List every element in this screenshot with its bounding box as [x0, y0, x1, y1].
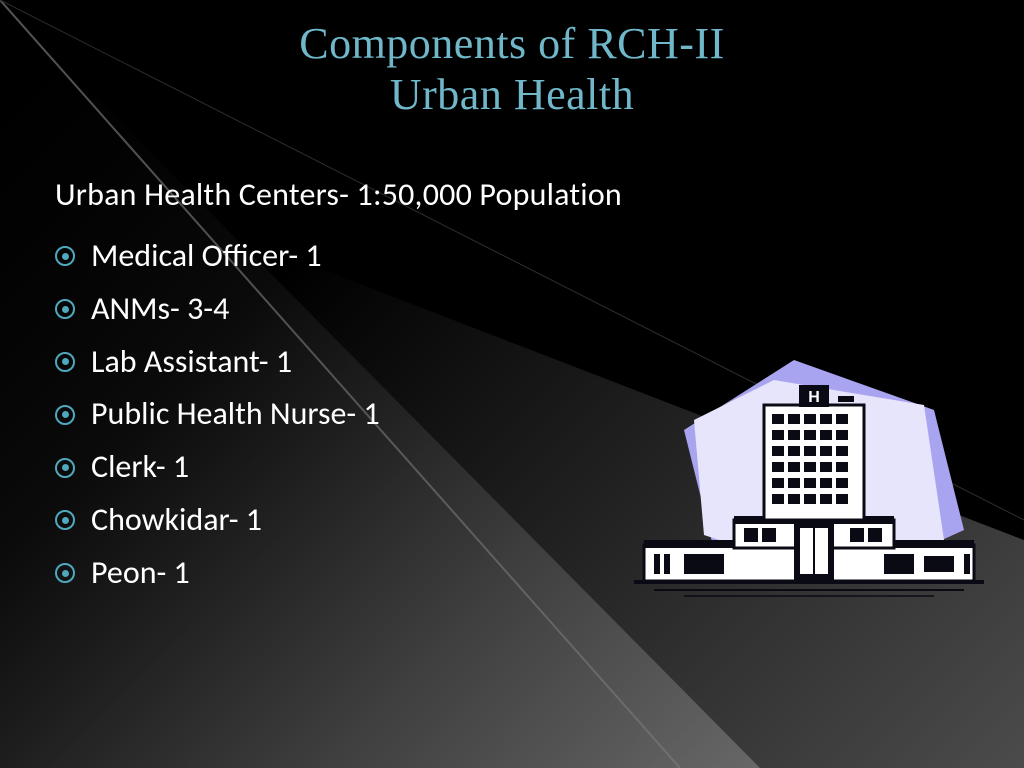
- list-item: Medical Officer- 1: [55, 230, 622, 283]
- title-line-2: Urban Health: [0, 69, 1024, 120]
- bullet-icon: [55, 352, 75, 372]
- hospital-building-icon: H: [624, 350, 994, 630]
- bullet-icon: [55, 458, 75, 478]
- bullet-text: Lab Assistant- 1: [91, 336, 292, 389]
- bullet-icon: [55, 510, 75, 530]
- list-item: Chowkidar- 1: [55, 494, 622, 547]
- bullet-list: Medical Officer- 1 ANMs- 3-4 Lab Assista…: [55, 230, 622, 600]
- slide-content: Urban Health Centers- 1:50,000 Populatio…: [55, 175, 622, 600]
- bullet-text: Peon- 1: [91, 547, 190, 600]
- title-line-1: Components of RCH-II: [0, 18, 1024, 69]
- bullet-text: ANMs- 3-4: [91, 283, 229, 336]
- list-item: ANMs- 3-4: [55, 283, 622, 336]
- list-item: Clerk- 1: [55, 441, 622, 494]
- bullet-text: Chowkidar- 1: [91, 494, 262, 547]
- content-subtitle: Urban Health Centers- 1:50,000 Populatio…: [55, 175, 622, 214]
- bullet-icon: [55, 405, 75, 425]
- slide-title: Components of RCH-II Urban Health: [0, 18, 1024, 120]
- bullet-icon: [55, 246, 75, 266]
- bullet-text: Clerk- 1: [91, 441, 189, 494]
- list-item: Lab Assistant- 1: [55, 336, 622, 389]
- bullet-icon: [55, 299, 75, 319]
- list-item: Public Health Nurse- 1: [55, 388, 622, 441]
- hospital-label: H: [808, 389, 820, 406]
- bullet-text: Medical Officer- 1: [91, 230, 322, 283]
- list-item: Peon- 1: [55, 547, 622, 600]
- bullet-text: Public Health Nurse- 1: [91, 388, 380, 441]
- bullet-icon: [55, 563, 75, 583]
